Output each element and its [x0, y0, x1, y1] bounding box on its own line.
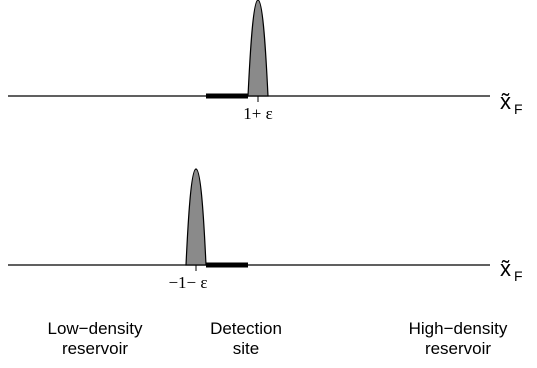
low-density-line2: reservoir [61, 339, 129, 358]
bottom-axis-subscript: F [514, 268, 523, 284]
bottom-axis-label: x̃ [500, 256, 511, 281]
bottom-tick-label: −1− ε [168, 273, 207, 292]
top-tick-label: 1+ ε [243, 104, 272, 123]
top-axis-label: x̃ [500, 89, 511, 114]
low-density-reservoir-label: Low−density reservoir [20, 319, 170, 359]
top-density-peak [247, 0, 269, 97]
detection-site-line2: site [232, 339, 260, 358]
top-axis-subscript: F [514, 101, 523, 117]
bottom-density-peak [185, 168, 207, 266]
bottom-panel: −1− ε x̃ F [8, 168, 523, 292]
high-density-line2: reservoir [424, 339, 492, 358]
detection-site-line1: Detection [210, 319, 282, 338]
top-panel: 1+ ε x̃ F [8, 0, 523, 123]
high-density-line1: High−density [408, 319, 508, 338]
detection-site-label: Detection site [181, 319, 311, 359]
high-density-reservoir-label: High−density reservoir [383, 319, 533, 359]
low-density-line1: Low−density [47, 319, 143, 338]
